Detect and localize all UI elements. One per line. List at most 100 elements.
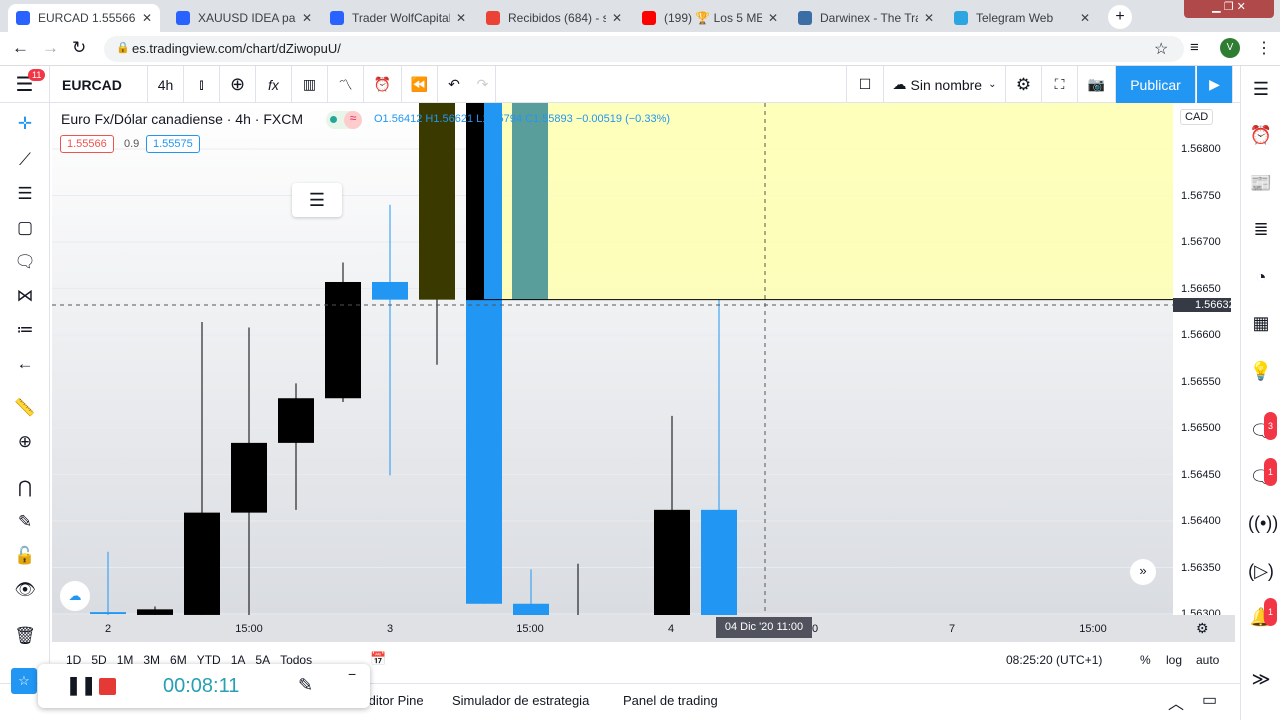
camera-icon[interactable]: 📷 (1078, 66, 1116, 103)
range-button[interactable]: 5A (255, 653, 271, 667)
publish-button[interactable]: Publicar (1116, 66, 1196, 103)
favorite-star-icon[interactable]: ☆ (11, 668, 37, 694)
range-button[interactable]: YTD (196, 653, 221, 667)
tab-strategy-tester[interactable]: Simulador de estrategia (452, 693, 590, 708)
compare-icon[interactable]: ⊕ (220, 66, 256, 103)
close-icon[interactable]: ✕ (611, 11, 622, 25)
reload-icon[interactable]: ↻ (72, 38, 87, 57)
hotlist-icon[interactable]: ◔ (1255, 267, 1267, 287)
currency-label[interactable]: CAD (1180, 109, 1214, 125)
collapse-icon[interactable]: ≫ (1251, 669, 1271, 689)
menu-icon[interactable]: ⋮ (1256, 40, 1272, 57)
back-arrow-icon[interactable]: ← (16, 354, 34, 373)
rectangle-icon[interactable]: ▢ (16, 218, 34, 237)
streams-icon[interactable]: ((•)) (1248, 513, 1279, 533)
window-controls[interactable]: ▁ ❐ ✕ (1184, 0, 1274, 18)
magnet-icon[interactable]: ⋂ (18, 478, 32, 497)
layout-name-dropdown[interactable]: ☁ Sin nombre ⌄ (884, 66, 1006, 103)
tab-trading-panel[interactable]: Panel de trading (623, 693, 718, 708)
play-icon[interactable]: ▶ (1197, 66, 1233, 103)
range-button[interactable]: 3M (143, 653, 161, 667)
main-menu-button[interactable]: ☰ 11 (0, 66, 50, 103)
pause-icon[interactable]: ❚❚ (66, 675, 97, 695)
text-icon[interactable]: 🗨 (14, 252, 36, 271)
stop-icon[interactable] (99, 678, 116, 695)
media-icon[interactable]: ≡ (1190, 39, 1199, 56)
alarm-icon[interactable]: ⏰ (1249, 125, 1273, 145)
ideas-icon[interactable]: 💡 (1249, 361, 1273, 381)
crosshair-icon[interactable]: ✛ (17, 114, 33, 133)
back-icon[interactable]: ← (12, 38, 29, 57)
prediction-icon[interactable]: ≔ (16, 320, 34, 339)
forward-icon[interactable]: → (42, 38, 59, 57)
watchlist-icon[interactable]: ☰ (1252, 79, 1270, 99)
zoom-icon[interactable]: ⊕ (17, 432, 33, 451)
time-axis[interactable]: 2 15:00 3 15:00 4 00 7 15:00 04 Dic '20 11:00 ⚙ (52, 615, 1235, 642)
close-icon[interactable]: ✕ (1079, 11, 1090, 25)
redo-icon[interactable]: ↷ (470, 66, 496, 103)
fib-icon[interactable]: ☰ (17, 184, 33, 203)
chat-icon[interactable]: 🗨 3 (1248, 412, 1278, 444)
buy-price[interactable]: 1.55575 (146, 135, 200, 153)
financials-icon[interactable]: 〽 (328, 66, 364, 103)
chart-area[interactable]: Euro Fx/Dólar canadiense · 4h · FXCM ≈ O… (52, 103, 1173, 615)
tradingview-logo-icon[interactable]: ☁ (60, 581, 90, 611)
new-tab-icon[interactable]: + (1108, 5, 1132, 29)
star-icon[interactable]: ☆ (1154, 41, 1169, 58)
close-icon[interactable]: ✕ (141, 11, 152, 25)
trash-icon[interactable]: 🗑 (14, 626, 36, 645)
goto-date-icon[interactable]: 📅 (370, 651, 387, 666)
chevron-up-icon[interactable]: ︿ (1168, 696, 1185, 713)
auto-toggle[interactable]: auto (1196, 653, 1220, 667)
maximize-icon[interactable]: ▭ (1202, 692, 1218, 709)
eye-icon[interactable]: 👁 (14, 580, 36, 599)
browser-tab[interactable]: Telegram Web ✕ (946, 4, 1098, 32)
price-axis[interactable]: CAD 1.56800 1.56750 1.56700 1.56650 1.56600 1… (1173, 103, 1235, 620)
close-icon[interactable]: ✕ (923, 11, 934, 25)
drawing-toolbar-floating[interactable]: ☰ (292, 183, 342, 217)
range-button[interactable]: 5D (91, 653, 107, 667)
undo-icon[interactable]: ↶ (448, 76, 460, 92)
log-toggle[interactable]: log (1166, 653, 1183, 667)
broadcast-icon[interactable]: (▷) (1248, 561, 1274, 581)
range-button[interactable]: 1M (116, 653, 134, 667)
chat-private-icon[interactable]: 🗨 1 (1248, 458, 1278, 490)
close-icon[interactable]: ✕ (767, 11, 778, 25)
close-icon[interactable]: ✕ (455, 11, 466, 25)
candlestick-chart[interactable] (52, 103, 1173, 615)
replay-icon[interactable]: ⏪ (402, 66, 438, 103)
alert-icon[interactable]: ⏰ (364, 66, 402, 103)
range-button[interactable]: 1A (230, 653, 246, 667)
fullscreen-icon[interactable]: ⛶ (1042, 66, 1078, 103)
tab-pine-editor[interactable]: Editor Pine (360, 693, 424, 708)
browser-tab[interactable]: Trader WolfCapital ✕ (322, 4, 474, 32)
lock-icon[interactable]: 🔓 (14, 546, 36, 565)
percent-toggle[interactable]: % (1140, 653, 1151, 667)
data-window-icon[interactable]: ≣ (1253, 219, 1269, 239)
scroll-right-icon[interactable]: » (1130, 559, 1156, 585)
avatar[interactable]: V (1220, 38, 1240, 58)
market-status[interactable]: ≈ (326, 111, 362, 129)
range-button[interactable]: 1D (66, 653, 82, 667)
interval-button[interactable]: 4h (148, 66, 184, 103)
browser-tab[interactable]: (199) 🏆 Los 5 MEJ ✕ (634, 4, 786, 32)
browser-tab[interactable]: EURCAD 1.55566 ▼✕ (8, 4, 160, 32)
url-input[interactable]: es.tradingview.com/chart/dZiwopuU/ (104, 36, 1184, 62)
pen-icon[interactable]: ✎ (298, 675, 314, 695)
templates-icon[interactable]: ▥ (292, 66, 328, 103)
gear-icon[interactable]: ⚙ (1006, 66, 1042, 103)
clock[interactable]: 08:25:20 (UTC+1) (1006, 653, 1103, 667)
browser-tab[interactable]: XAUUSD IDEA para ✕ (168, 4, 320, 32)
bell-icon[interactable]: 🔔 1 (1248, 598, 1278, 630)
trend-line-icon[interactable]: ⟋ (19, 150, 31, 169)
settings-icon[interactable]: ⚙ (1196, 620, 1209, 636)
news-icon[interactable]: 📰 (1249, 173, 1273, 193)
ruler-icon[interactable]: 📏 (14, 398, 36, 417)
layout-icon[interactable]: ☐ (846, 66, 884, 103)
close-icon[interactable]: ✕ (301, 11, 312, 25)
indicators-icon[interactable]: fx (256, 66, 292, 103)
pencil-lock-icon[interactable]: ✎ (17, 512, 33, 531)
browser-tab[interactable]: Recibidos (684) - s ✕ (478, 4, 630, 32)
range-button[interactable]: 6M (170, 653, 187, 667)
candles-icon[interactable]: ⫾ (184, 66, 220, 103)
